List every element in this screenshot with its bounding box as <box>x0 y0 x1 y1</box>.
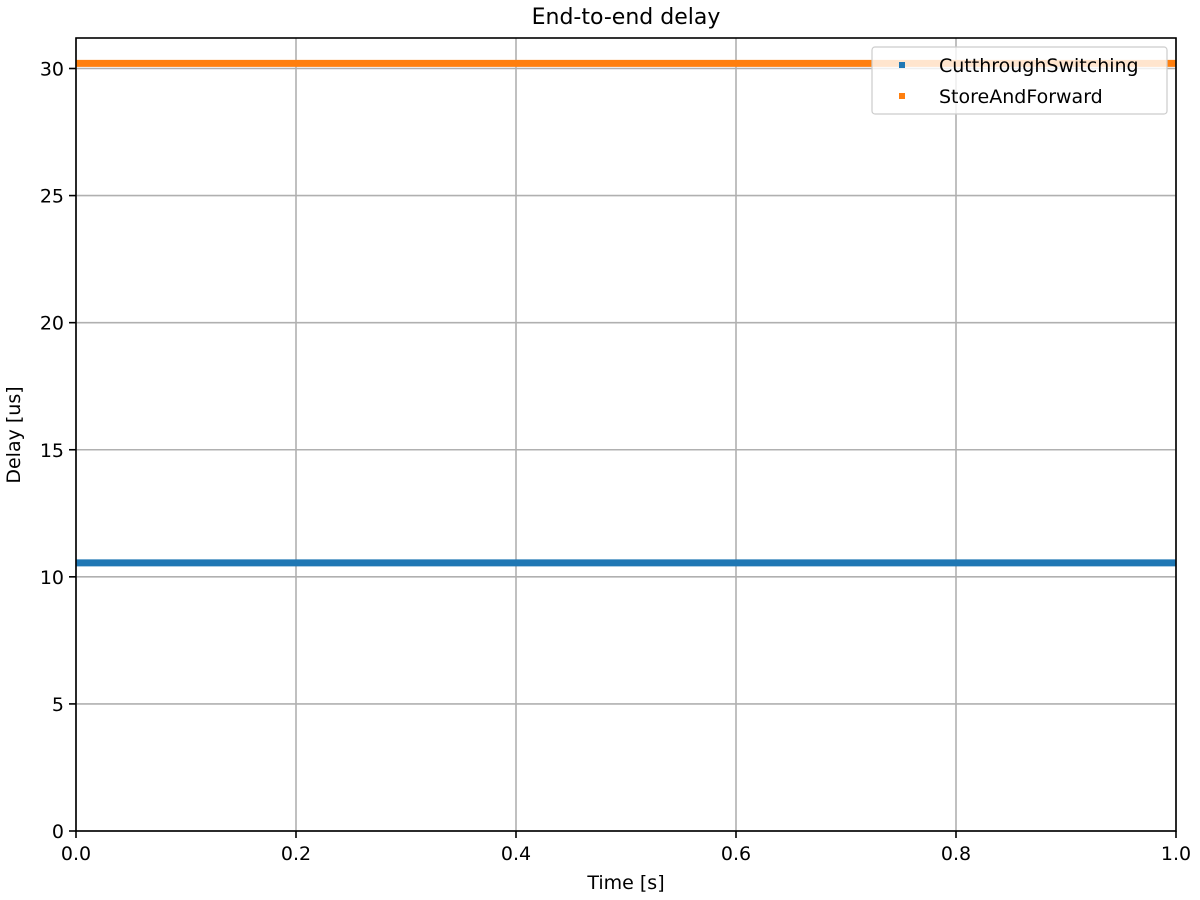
x-tick-label: 0.8 <box>941 843 971 865</box>
y-tick-label: 20 <box>40 313 64 335</box>
legend-label-storeandforward: StoreAndForward <box>939 86 1103 108</box>
y-tick-label: 10 <box>40 567 64 589</box>
grid-lines <box>75 38 1177 832</box>
legend: CutthroughSwitching StoreAndForward <box>871 46 1168 115</box>
legend-label-cutthroughswitching: CutthroughSwitching <box>939 55 1139 77</box>
y-tick-label: 25 <box>40 186 64 208</box>
legend-box <box>871 46 1168 115</box>
plot-frame <box>75 37 1177 832</box>
y-tick-label: 0 <box>52 821 64 843</box>
x-tick-label: 0.0 <box>61 843 91 865</box>
chart-title: End-to-end delay <box>532 5 721 30</box>
legend-marker-cutthroughswitching <box>899 62 905 68</box>
x-tick-label: 0.4 <box>501 843 531 865</box>
y-axis-label: Delay [us] <box>3 386 25 483</box>
x-axis: 0.0 0.2 0.4 0.6 0.8 1.0 <box>61 831 1191 865</box>
y-tick-label: 30 <box>40 59 64 81</box>
x-tick-label: 0.2 <box>281 843 311 865</box>
y-tick-label: 5 <box>52 694 64 716</box>
y-axis: 0 5 10 15 20 25 30 <box>40 59 76 843</box>
x-axis-label: Time [s] <box>586 872 664 894</box>
legend-marker-storeandforward <box>899 93 905 99</box>
x-tick-label: 0.6 <box>721 843 751 865</box>
x-tick-label: 1.0 <box>1161 843 1191 865</box>
y-tick-label: 15 <box>40 440 64 462</box>
